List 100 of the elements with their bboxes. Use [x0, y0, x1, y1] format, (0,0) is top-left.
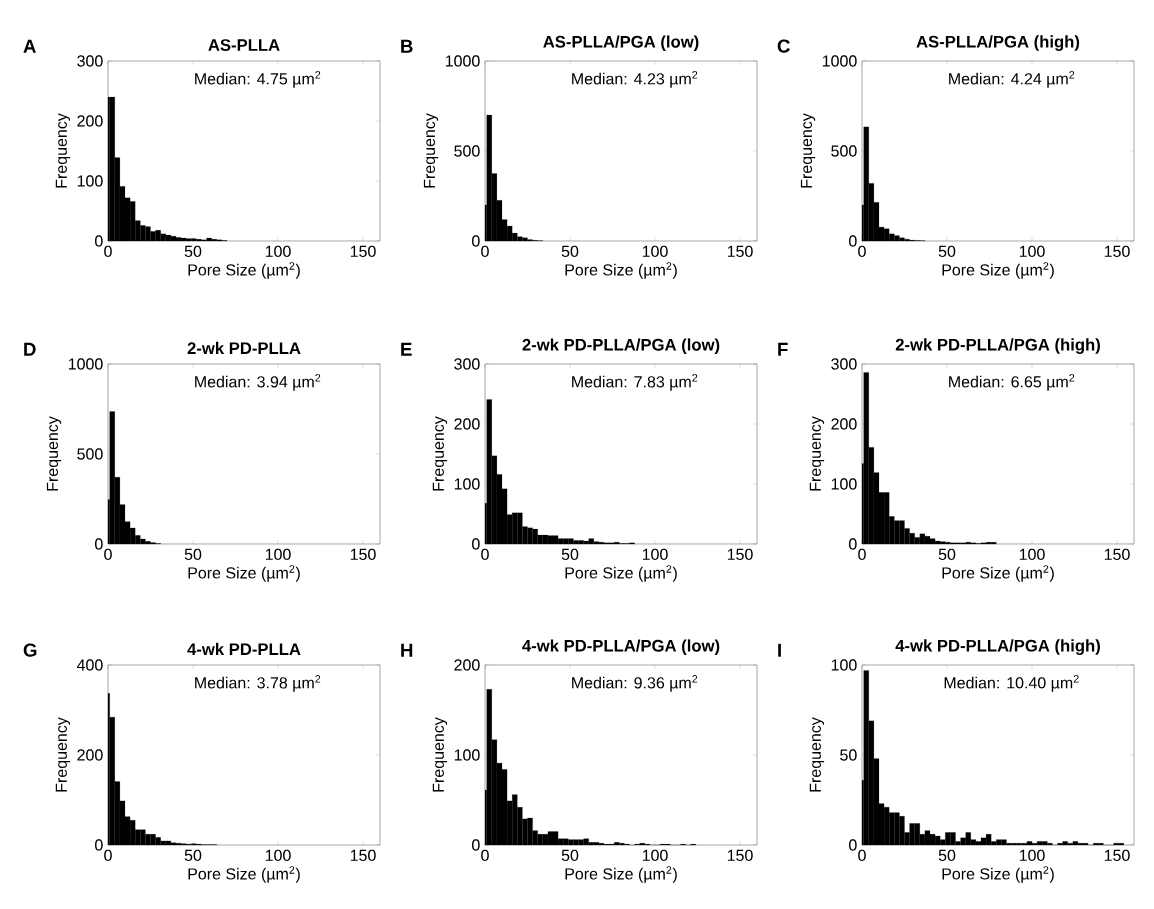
- x-axis-title: Pore Size (µm$^{2}$): [188, 262, 300, 279]
- annotation: Median: 3.94 µm$^{2}$: [195, 374, 321, 391]
- y-tick-label: 1000: [445, 55, 480, 67]
- y-tick-label: 1000: [822, 55, 857, 67]
- annotation: Median: 10.40 µm$^{2}$: [944, 675, 1079, 692]
- x-tick-label: 50: [184, 548, 202, 561]
- x-tick-label: 100: [642, 548, 668, 561]
- x-tick-label: 0: [104, 849, 112, 862]
- x-tick-label: 150: [350, 548, 376, 561]
- x-axis-title: Pore Size (µm$^{2}$): [942, 262, 1054, 279]
- y-tick-label: 200: [77, 749, 103, 761]
- annotation: Median: 9.36 µm$^{2}$: [572, 675, 698, 692]
- y-tick-label: 0: [472, 538, 480, 550]
- x-tick-label: 0: [104, 245, 112, 258]
- annotation: Median: 4.24 µm$^{2}$: [949, 71, 1075, 88]
- x-tick-label: 100: [642, 245, 668, 258]
- text: F: [778, 342, 788, 356]
- x-tick-label: 50: [184, 849, 202, 862]
- y-tick-label: 100: [831, 659, 857, 671]
- x-tick-label: 150: [1104, 849, 1130, 862]
- x-tick-label: 100: [1019, 245, 1045, 258]
- y-axis-title: Frequency: [809, 717, 825, 792]
- y-tick-label: 100: [77, 175, 103, 187]
- y-axis-title: Frequency: [809, 416, 825, 491]
- annotation: Median: 4.75 µm$^{2}$: [195, 71, 321, 88]
- x-tick-label: 0: [104, 548, 112, 561]
- text: I: [778, 643, 781, 657]
- chart-title: AS-PLLA: [208, 39, 280, 51]
- y-axis-title: Frequency: [55, 717, 71, 792]
- text: H: [401, 643, 413, 657]
- y-tick-label: 400: [76, 659, 103, 671]
- y-tick-label: 200: [77, 115, 103, 127]
- y-tick-label: 500: [454, 145, 480, 157]
- y-tick-label: 100: [454, 749, 480, 761]
- y-tick-label: 0: [472, 839, 480, 851]
- x-tick-label: 50: [938, 548, 956, 561]
- y-tick-label: 0: [95, 235, 103, 247]
- x-tick-label: 150: [1104, 548, 1130, 561]
- text: G: [23, 643, 37, 657]
- y-tick-label: 100: [831, 478, 857, 490]
- chart-title: 2-wk PD-PLLA/PGA (low): [522, 338, 720, 354]
- y-tick-label: 100: [454, 478, 480, 490]
- text: B: [401, 39, 413, 53]
- x-tick-label: 50: [184, 245, 202, 258]
- x-axis-title: Pore Size (µm$^{2}$): [942, 565, 1054, 582]
- y-tick-label: 200: [454, 659, 480, 671]
- x-tick-label: 50: [938, 245, 956, 258]
- x-tick-label: 150: [727, 548, 753, 561]
- y-tick-label: 0: [95, 839, 103, 851]
- chart-title: 2-wk PD-PLLA: [187, 341, 301, 354]
- y-axis-title: Frequency: [800, 113, 816, 188]
- x-tick-label: 50: [561, 849, 579, 862]
- text: C: [777, 39, 790, 53]
- y-tick-label: 0: [849, 235, 857, 247]
- x-tick-label: 150: [350, 849, 376, 862]
- y-axis-title: Frequency: [432, 416, 448, 491]
- chart-title: 2-wk PD-PLLA/PGA (high): [895, 338, 1100, 354]
- y-tick-label: 0: [849, 839, 857, 851]
- x-tick-label: 50: [561, 548, 579, 561]
- x-axis-title: Pore Size (µm$^{2}$): [565, 565, 677, 582]
- chart-title: 4-wk PD-PLLA: [187, 642, 301, 655]
- y-tick-label: 0: [849, 538, 857, 550]
- x-tick-label: 150: [727, 849, 753, 862]
- x-tick-label: 0: [481, 849, 489, 862]
- x-tick-label: 150: [350, 245, 376, 258]
- y-axis-title: Frequency: [432, 717, 448, 792]
- y-axis-title: Frequency: [55, 113, 71, 188]
- y-tick-label: 1000: [68, 358, 103, 370]
- x-tick-label: 100: [265, 548, 291, 561]
- y-tick-label: 200: [454, 418, 480, 430]
- text: A: [23, 39, 36, 53]
- y-tick-label: 200: [831, 418, 857, 430]
- chart-title: AS-PLLA/PGA (high): [916, 35, 1080, 51]
- x-axis-title: Pore Size (µm$^{2}$): [188, 565, 300, 582]
- annotation: Median: 6.65 µm$^{2}$: [949, 374, 1075, 391]
- text: D: [24, 342, 36, 356]
- x-tick-label: 100: [642, 849, 668, 862]
- chart-title: 4-wk PD-PLLA/PGA (high): [895, 639, 1100, 655]
- text: E: [401, 342, 412, 356]
- x-tick-label: 0: [858, 245, 866, 258]
- x-tick-label: 100: [1019, 548, 1045, 561]
- x-tick-label: 0: [858, 548, 866, 561]
- y-tick-label: 300: [77, 55, 103, 67]
- x-axis-title: Pore Size (µm$^{2}$): [565, 262, 677, 279]
- x-tick-label: 50: [561, 245, 579, 258]
- annotation: Median: 3.78 µm$^{2}$: [195, 675, 321, 692]
- chart-title: AS-PLLA/PGA (low): [543, 35, 699, 51]
- x-axis-title: Pore Size (µm$^{2}$): [942, 866, 1054, 883]
- y-axis-title: Frequency: [423, 113, 439, 188]
- x-tick-label: 0: [481, 245, 489, 258]
- annotation: Median: 7.83 µm$^{2}$: [572, 374, 698, 391]
- y-tick-label: 300: [454, 358, 480, 370]
- y-tick-label: 500: [831, 145, 857, 157]
- annotation: Median: 4.23 µm$^{2}$: [572, 71, 698, 88]
- x-tick-label: 100: [265, 245, 291, 258]
- x-tick-label: 150: [1104, 245, 1130, 258]
- y-tick-label: 500: [77, 448, 103, 460]
- x-tick-label: 0: [858, 849, 866, 862]
- x-tick-label: 0: [481, 548, 489, 561]
- x-tick-label: 150: [727, 245, 753, 258]
